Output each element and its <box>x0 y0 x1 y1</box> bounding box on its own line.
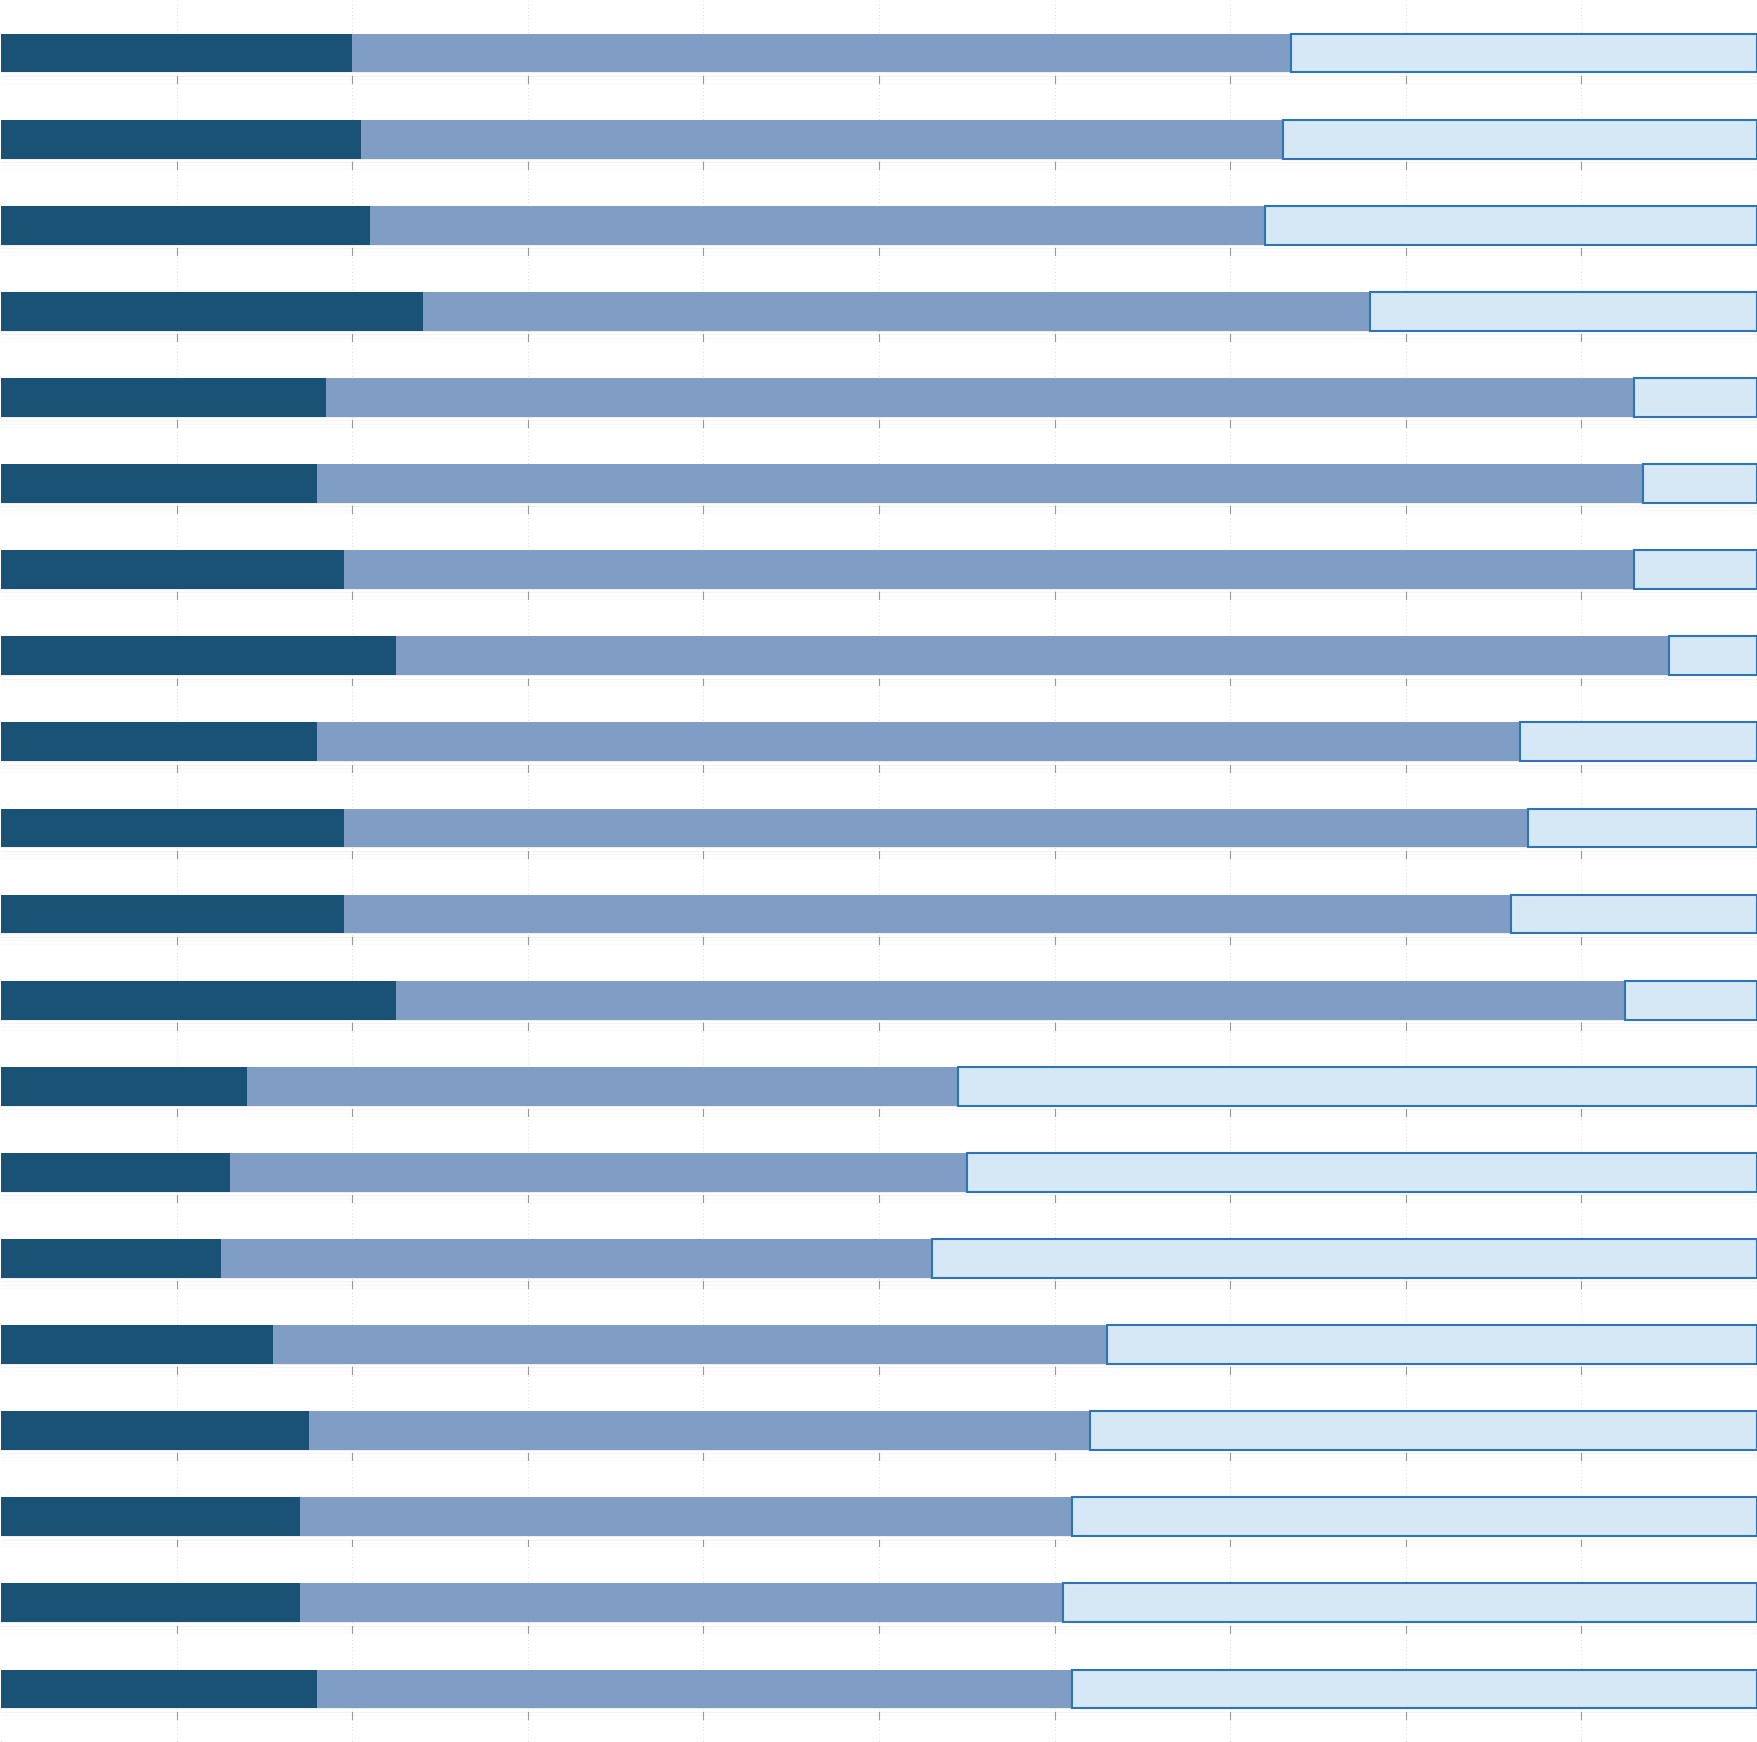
Bar <box>1072 1498 1755 1536</box>
Bar <box>1527 808 1755 847</box>
Bar <box>2 1153 230 1192</box>
Bar <box>2 463 318 503</box>
Bar <box>2 206 369 244</box>
Bar <box>1518 723 1755 761</box>
Bar <box>2 808 1755 847</box>
Bar <box>2 1583 300 1622</box>
Bar <box>2 1411 1755 1449</box>
Bar <box>1509 895 1755 934</box>
Bar <box>2 895 343 934</box>
Bar <box>300 1498 1072 1536</box>
Bar <box>395 981 1623 1019</box>
Bar <box>318 1669 1072 1709</box>
Bar <box>2 463 1755 503</box>
Bar <box>966 1153 1755 1192</box>
Bar <box>2 33 351 73</box>
Bar <box>1063 1583 1755 1622</box>
Bar <box>2 723 318 761</box>
Bar <box>2 1066 1755 1106</box>
Bar <box>1632 550 1755 589</box>
Bar <box>931 1239 1755 1279</box>
Bar <box>2 1669 1755 1709</box>
Bar <box>2 1326 1755 1364</box>
Bar <box>369 206 1265 244</box>
Bar <box>309 1411 1089 1449</box>
Bar <box>351 33 1291 73</box>
Bar <box>1623 981 1755 1019</box>
Bar <box>1632 378 1755 416</box>
Bar <box>300 1583 1063 1622</box>
Bar <box>230 1153 966 1192</box>
Bar <box>1089 1411 1755 1449</box>
Bar <box>2 636 1755 676</box>
Bar <box>248 1066 958 1106</box>
Bar <box>343 808 1527 847</box>
Bar <box>2 1583 1755 1622</box>
Bar <box>1641 463 1755 503</box>
Bar <box>2 378 1755 416</box>
Bar <box>2 1326 274 1364</box>
Bar <box>2 293 1755 331</box>
Bar <box>343 550 1632 589</box>
Bar <box>2 808 343 847</box>
Bar <box>1370 293 1755 331</box>
Bar <box>2 1239 1755 1279</box>
Bar <box>343 895 1509 934</box>
Bar <box>2 1498 1755 1536</box>
Bar <box>2 1669 318 1709</box>
Bar <box>2 33 1755 73</box>
Bar <box>2 895 1755 934</box>
Bar <box>2 1498 300 1536</box>
Bar <box>2 293 422 331</box>
Bar <box>2 723 1755 761</box>
Bar <box>1291 33 1755 73</box>
Bar <box>395 636 1667 676</box>
Bar <box>2 981 1755 1019</box>
Bar <box>2 1153 1755 1192</box>
Bar <box>1107 1326 1755 1364</box>
Bar <box>325 378 1632 416</box>
Bar <box>2 120 360 159</box>
Bar <box>318 463 1641 503</box>
Bar <box>274 1326 1107 1364</box>
Bar <box>318 723 1518 761</box>
Bar <box>2 120 1755 159</box>
Bar <box>958 1066 1755 1106</box>
Bar <box>2 981 395 1019</box>
Bar <box>1667 636 1755 676</box>
Bar <box>221 1239 931 1279</box>
Bar <box>422 293 1370 331</box>
Bar <box>2 550 1755 589</box>
Bar <box>2 1066 248 1106</box>
Bar <box>1072 1669 1755 1709</box>
Bar <box>360 120 1283 159</box>
Bar <box>2 378 325 416</box>
Bar <box>1265 206 1755 244</box>
Bar <box>2 1239 221 1279</box>
Bar <box>2 550 343 589</box>
Bar <box>1283 120 1755 159</box>
Bar <box>2 206 1755 244</box>
Bar <box>2 636 395 676</box>
Bar <box>2 1411 309 1449</box>
